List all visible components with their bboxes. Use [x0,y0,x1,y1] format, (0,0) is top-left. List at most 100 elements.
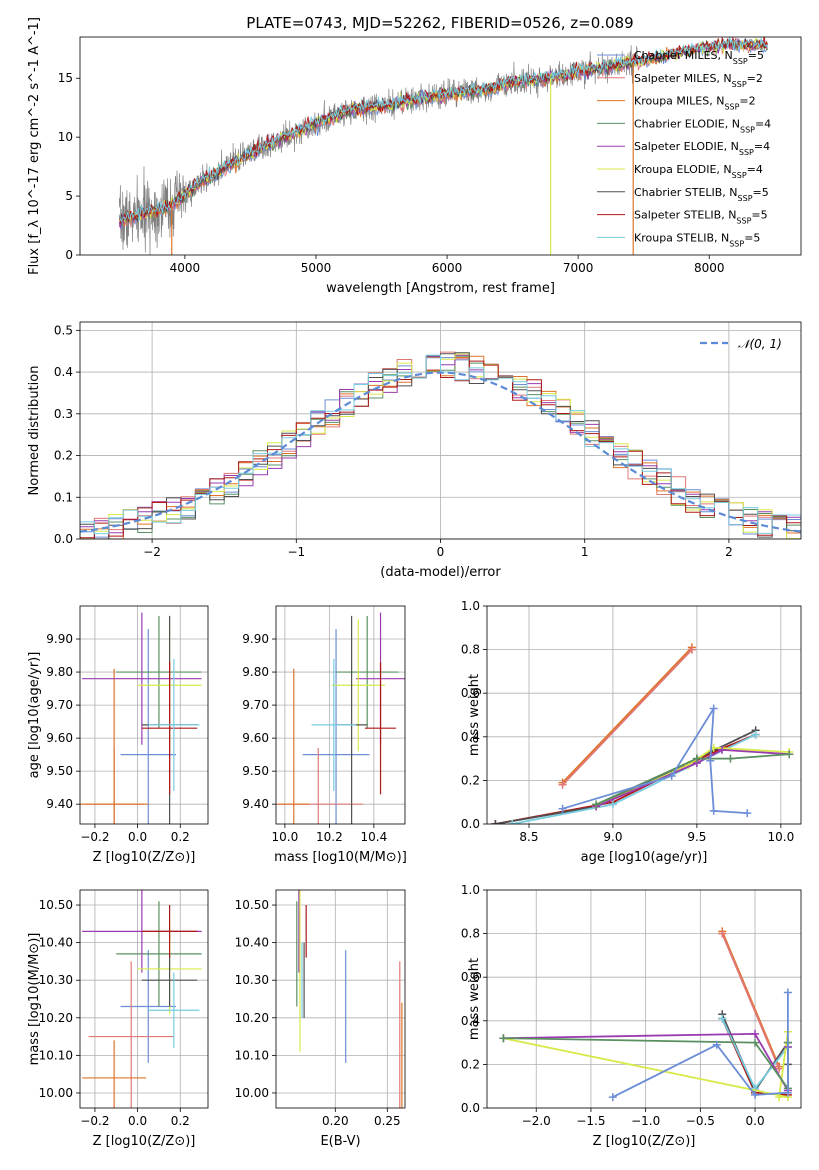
weight-series-chabrier-miles [558,704,752,818]
x-axis-label: Z [log10(Z/Z⊙)] [593,1134,696,1149]
weight-marker [775,1093,784,1102]
x-tick-label: 1 [581,545,589,559]
weight-marker [718,929,727,938]
weight-marker [667,772,676,781]
weight-marker [743,809,752,818]
x-tick-label: 10.0 [272,830,299,844]
y-tick-label: 9.90 [46,632,73,646]
weight-marker [751,1038,760,1047]
axes-frame [486,605,802,825]
y-tick-label: 1.0 [461,883,480,897]
y-tick-label: 0.3 [54,407,73,421]
axes-frame [275,605,406,825]
y-tick-label: 10.40 [235,936,269,950]
x-tick-label: 10.0 [767,830,794,844]
axes-frame [79,36,802,256]
y-tick-label: 9.70 [242,698,269,712]
weight-marker [718,1014,727,1023]
y-tick-label: 10.00 [235,1086,269,1100]
y-tick-label: 9.60 [242,731,269,745]
y-tick-label: 10.40 [39,936,73,950]
y-tick-label: 0.2 [461,1057,480,1071]
y-axis-label: Flux [f_λ 10^-17 erg cm^-2 s^-1 A^-1] [27,17,42,275]
errorbar-kroupa-miles [82,1040,147,1108]
weight-marker [608,800,617,809]
x-axis-label: age [log10(age/yr)] [581,850,708,865]
weight-marker [726,754,735,763]
y-tick-label: 5 [65,189,73,203]
y-tick-label: 9.50 [46,764,73,778]
panel-residuals: −2 −1 0 1 2 0.0 0.1 0.2 0.3 0.4 0.5 (data-model)/er… [27,321,802,580]
panel-weight-vs-age: 8.5 9.0 9.5 10.0 0.0 0.2 0.4 0.6 0.8 1.0 age [log1… [461,599,802,865]
x-tick-label: 4000 [170,261,201,275]
x-tick-label: −1.0 [631,1114,660,1128]
plot-area [276,612,405,824]
weight-marker [718,745,727,754]
x-tick-label: −2.0 [522,1114,551,1128]
x-tick-label: 8000 [694,261,725,275]
panel-mass-vs-ebv: 0.20 0.25 10.00 10.10 10.20 10.30 10.40 10.50 E(… [235,889,406,1149]
weight-line [495,729,757,824]
plot-area [118,37,768,255]
x-tick-label: −0.2 [80,1114,109,1128]
legend-label: Salpeter ELODIE, NSSP=4 [634,140,770,157]
x-tick-label: 10.4 [361,830,388,844]
legend-label: Salpeter STELIB, NSSP=5 [634,209,768,226]
plot-area [80,612,202,824]
plot-area [296,890,403,1108]
panel-spectrum: 4000 5000 6000 7000 8000 0 5 10 15 wavelength [An… [27,17,802,296]
y-tick-label: 1.0 [461,599,480,613]
y-tick-label: 10.50 [235,898,269,912]
x-tick-label: −2 [143,545,161,559]
errorbar-chabrier-miles [120,950,176,1063]
plot-area [499,927,792,1102]
weight-marker [751,1090,760,1099]
errorbar-salpeter-stelib [364,662,397,795]
x-tick-label: 0.0 [128,830,147,844]
y-tick-label: 10.20 [39,1011,73,1025]
weight-marker [592,800,601,809]
errorbar-kroupa-miles [278,668,310,824]
y-axis-label: age [log10(age/yr)] [27,652,42,779]
x-axis-label: mass [log10(M/M⊙)] [274,850,407,865]
x-tick-label: −1 [287,545,305,559]
x-tick-label: 0 [437,545,445,559]
weight-series-kroupa-stelib [508,730,760,824]
weight-series-salpeter-miles [718,929,784,1073]
model-spectrum-chabrier-miles [119,39,768,230]
y-tick-label: 0.2 [461,773,480,787]
legend-label: Chabrier ELODIE, NSSP=4 [634,117,771,133]
y-axis-label: mass [log10(M/M⊙)] [27,933,42,1066]
errorbar-kroupa-stelib [148,972,200,1048]
x-tick-label: 0.25 [374,1114,401,1128]
panel-age-vs-mass: 10.0 10.2 10.4 9.40 9.50 9.60 9.70 9.80 9.90 mass… [242,605,407,865]
y-tick-label: 0.0 [54,532,73,546]
gaussian-reference-curve [80,371,801,533]
weight-marker [709,806,718,815]
weight-marker [712,1040,721,1049]
errorbar-chabrier-elodie [116,901,202,1007]
weight-series-chabrier-stelib [491,726,760,824]
y-tick-label: 10.30 [39,973,73,987]
legend-label: Chabrier MILES, NSSP=5 [634,49,764,66]
plot-area [80,351,801,539]
figure-title: PLATE=0743, MJD=52262, FIBERID=0526, z=0… [246,14,633,32]
y-tick-label: 15 [58,71,73,85]
weight-marker [751,1029,760,1038]
y-tick-label: 0.8 [461,643,480,657]
model-spectrum-salpeter-stelib [118,37,768,224]
y-tick-label: 0.6 [461,686,480,700]
y-tick-label: 9.40 [46,797,73,811]
x-tick-label: 10.2 [316,830,343,844]
y-tick-label: 9.80 [46,665,73,679]
x-tick-label: 0.20 [322,1114,349,1128]
model-spectrum-salpeter-elodie [118,38,768,229]
weight-marker [783,988,792,997]
x-tick-label: 9.0 [603,830,622,844]
weight-line [595,748,790,808]
y-tick-label: 10.00 [39,1086,73,1100]
x-tick-label: 0.0 [746,1114,765,1128]
y-tick-label: 9.40 [242,797,269,811]
x-tick-label: 6000 [432,261,463,275]
weight-series-kroupa-miles [558,643,696,787]
